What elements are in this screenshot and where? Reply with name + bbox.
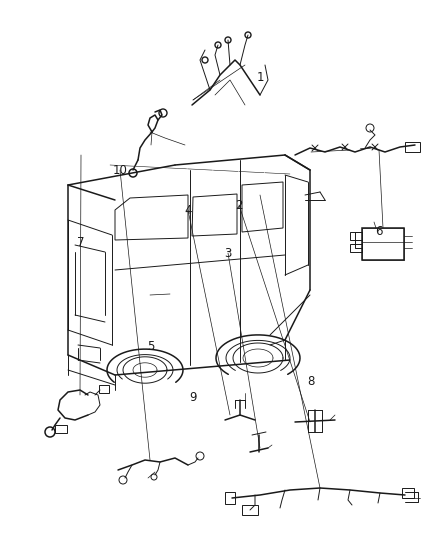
Text: 6: 6 — [375, 225, 383, 238]
Bar — [402, 488, 414, 498]
Bar — [350, 232, 362, 240]
Bar — [405, 142, 420, 152]
Text: 7: 7 — [77, 236, 85, 249]
Bar — [350, 244, 362, 252]
Text: 10: 10 — [113, 164, 128, 177]
Bar — [225, 492, 235, 504]
Text: 9: 9 — [189, 391, 197, 403]
Text: 2: 2 — [235, 199, 243, 212]
Text: 1: 1 — [257, 71, 265, 84]
Text: 5: 5 — [148, 340, 155, 353]
Text: 3: 3 — [224, 247, 231, 260]
Text: 8: 8 — [307, 375, 314, 387]
Bar — [362, 228, 404, 260]
Bar — [99, 385, 109, 393]
Text: 4: 4 — [184, 204, 192, 217]
Bar — [55, 425, 67, 433]
Bar — [362, 228, 404, 260]
Bar — [242, 505, 258, 515]
